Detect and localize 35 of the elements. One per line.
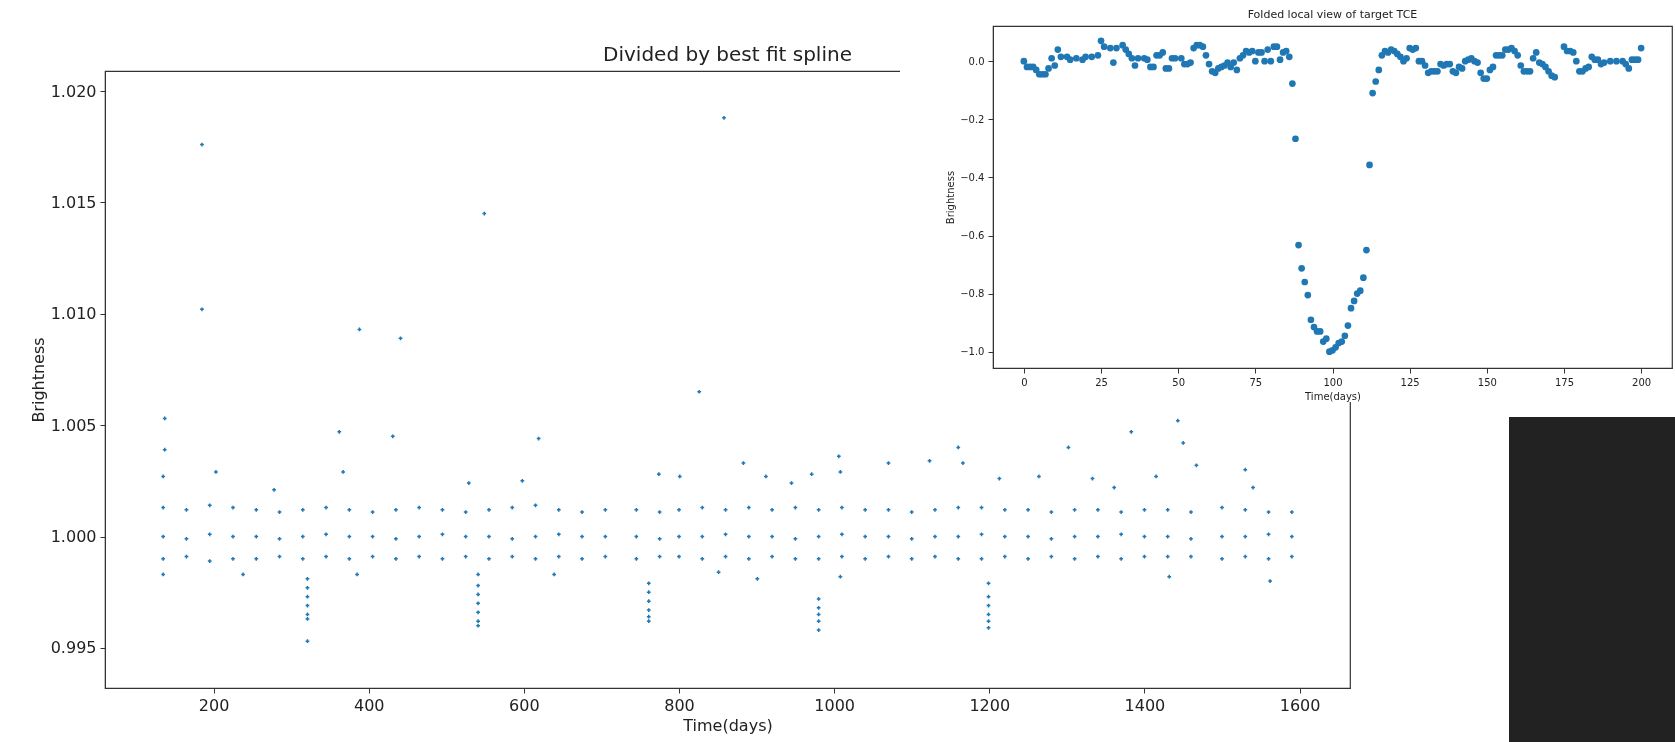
x-tick-label: 1000: [814, 695, 856, 715]
x-tick-label: 50: [1172, 376, 1186, 388]
y-tick-label: 1.020: [50, 81, 97, 101]
x-tick-label: 1400: [1124, 695, 1166, 715]
y-tick-label: 1.000: [50, 527, 97, 547]
x-tick-label: 150: [1477, 376, 1497, 388]
y-tick-label: 1.015: [50, 192, 97, 212]
x-tick-label: 125: [1400, 376, 1420, 388]
x-tick-label: 800: [664, 695, 695, 715]
x-tick-label: 1600: [1279, 695, 1321, 715]
x-tick-label: 400: [353, 695, 385, 715]
x-tick-label: 100: [1323, 376, 1343, 388]
y-tick-label: 1.005: [50, 415, 97, 435]
x-axis-title: Time(days): [682, 715, 773, 735]
y-tick-label: −0.2: [960, 113, 985, 125]
x-tick-label: 25: [1095, 376, 1108, 388]
x-tick-label: 200: [1632, 376, 1652, 388]
y-tick-label: 0.0: [968, 55, 985, 67]
y-tick-label: −0.8: [960, 288, 985, 300]
x-tick-label: 175: [1554, 376, 1575, 388]
y-tick-label: −1.0: [960, 346, 985, 358]
x-tick-label: 200: [198, 695, 230, 715]
y-tick-label: 0.995: [50, 638, 97, 658]
x-tick-label: 1200: [969, 695, 1011, 715]
y-axis-title: Brightness: [28, 337, 48, 423]
x-tick-label: 600: [509, 695, 540, 715]
x-tick-label: 75: [1249, 376, 1263, 388]
y-axis-title: Brightness: [945, 170, 957, 225]
y-tick-label: −0.4: [960, 171, 985, 183]
chart-title: Folded local view of target TCE: [1247, 8, 1418, 21]
chart-title: Divided by best fit spline: [603, 42, 852, 66]
y-tick-label: 1.010: [50, 304, 97, 324]
x-axis-title: Time(days): [1304, 390, 1362, 402]
x-tick-label: 0: [1021, 376, 1028, 388]
y-tick-label: −0.6: [960, 230, 985, 241]
